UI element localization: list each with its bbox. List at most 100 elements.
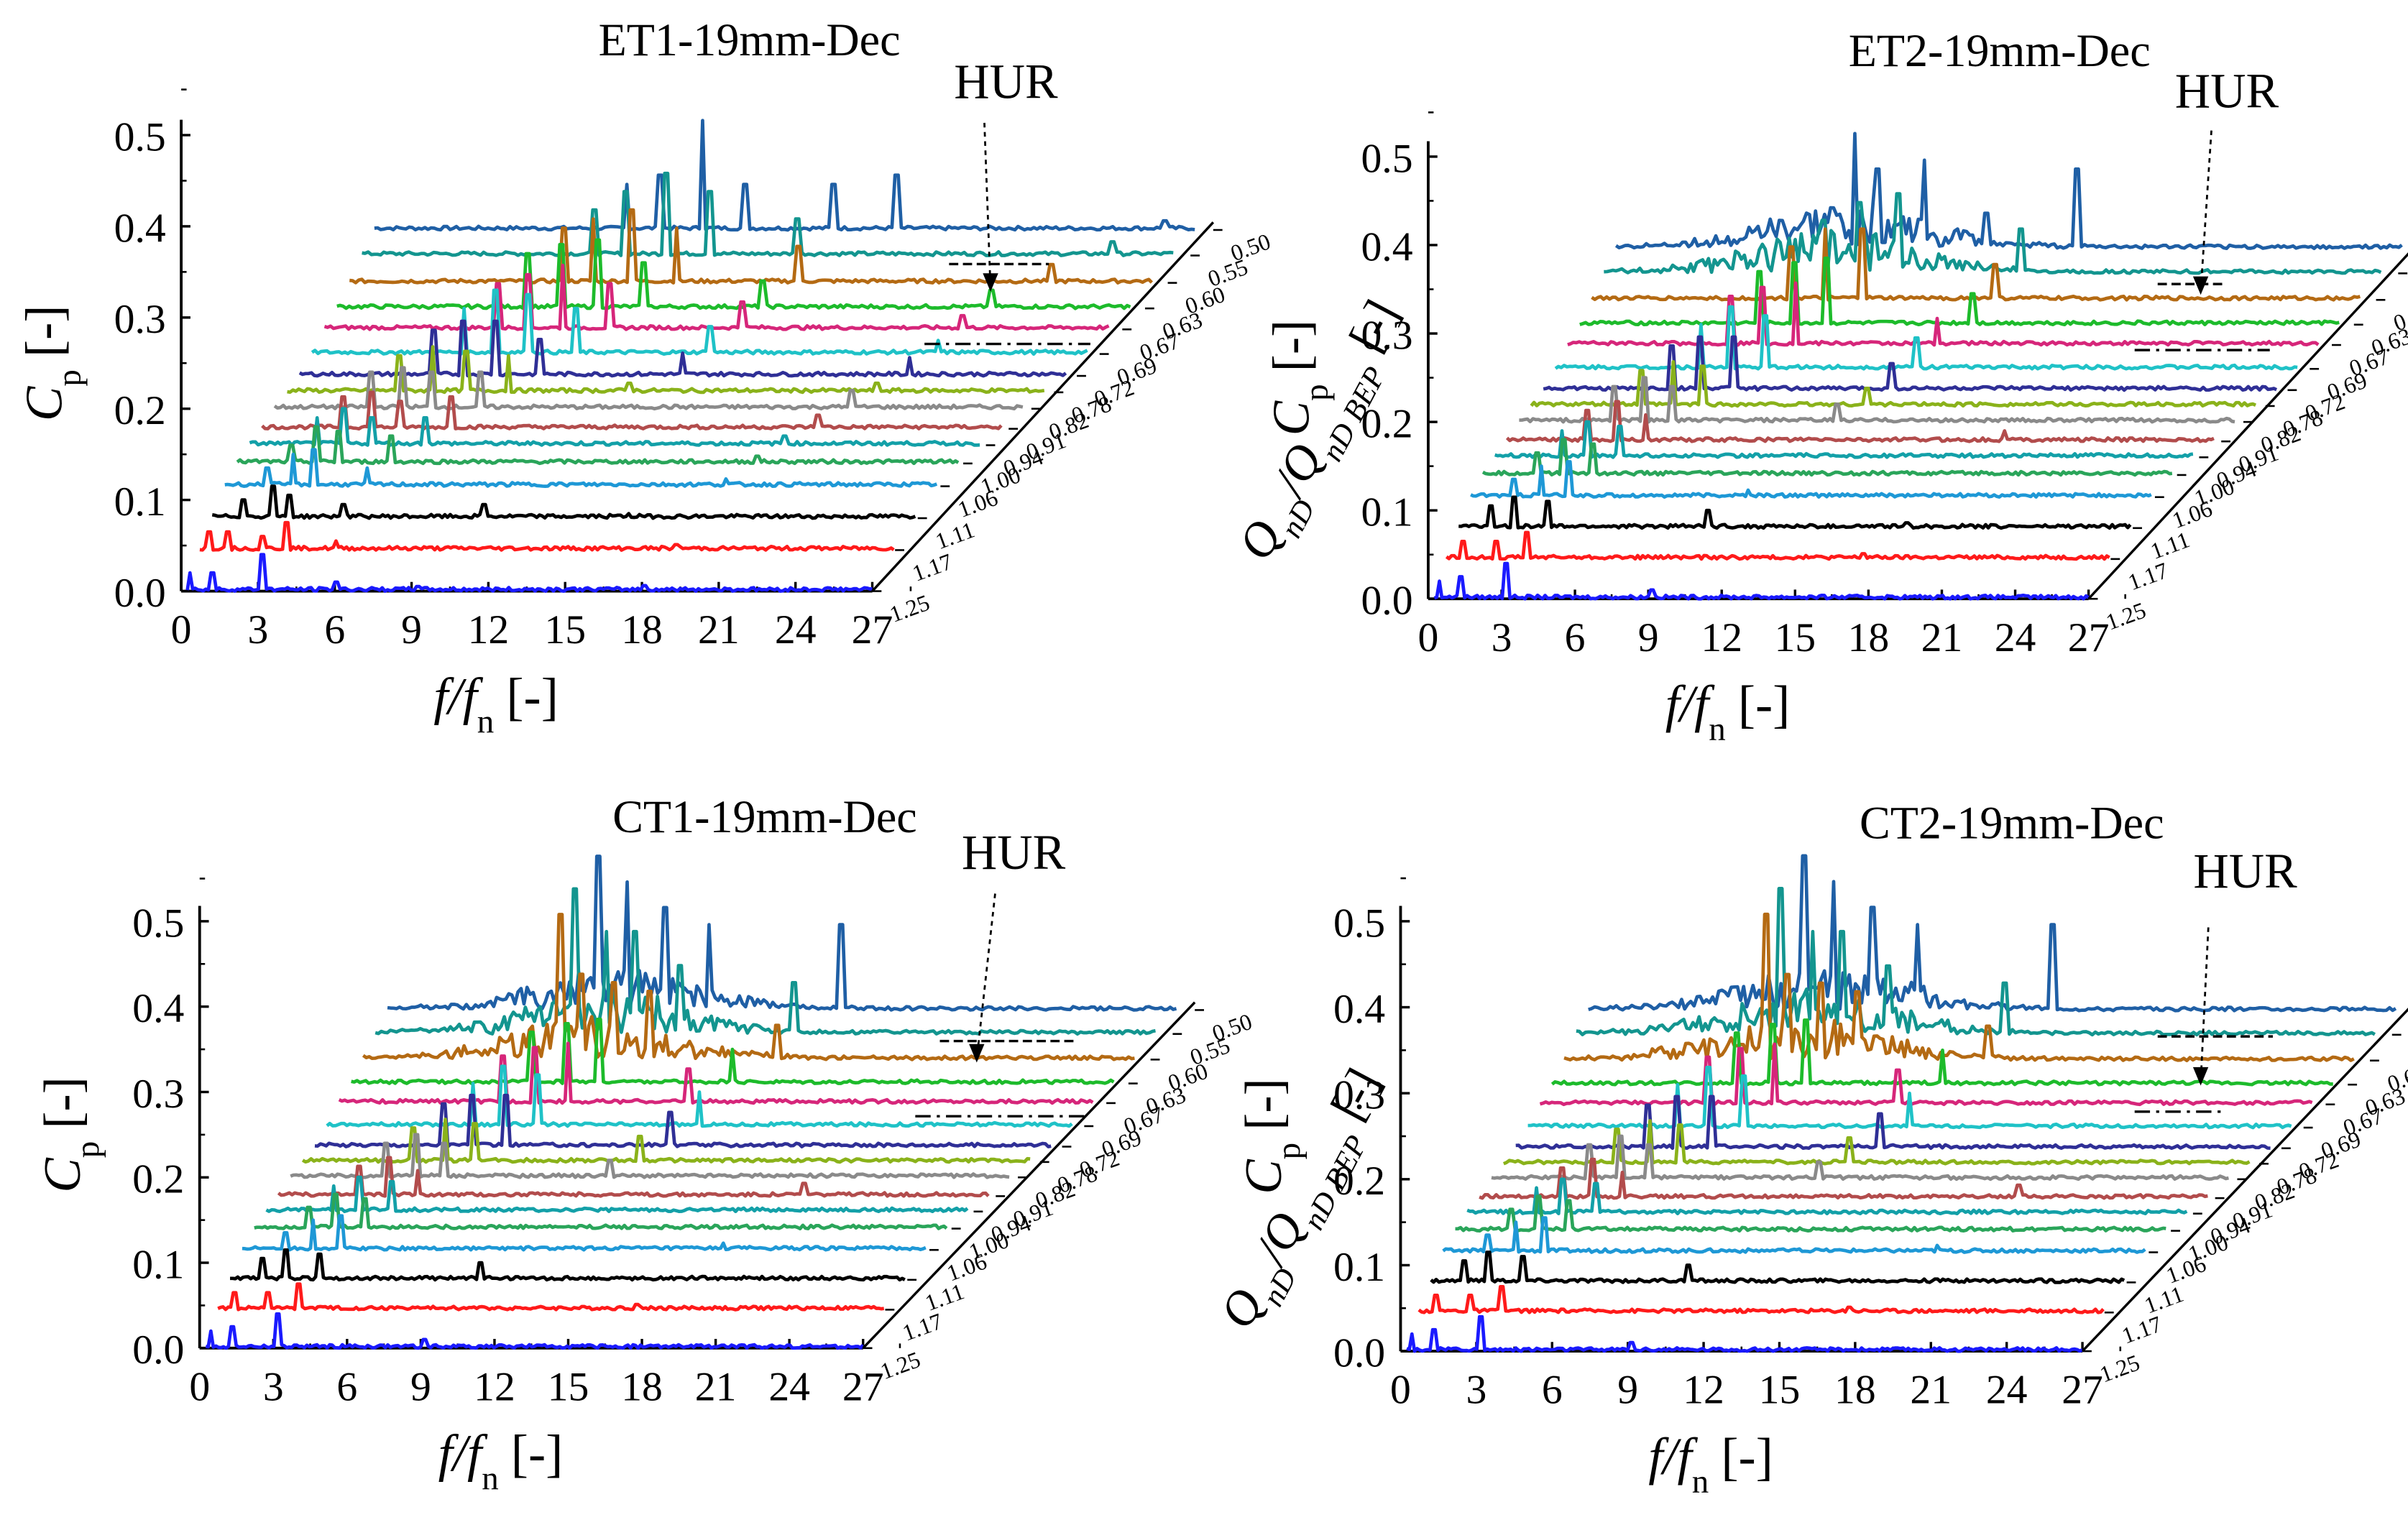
spectrum-line-q-0.60 bbox=[1563, 912, 2355, 1063]
x-tick-label: 15 bbox=[1759, 1368, 1801, 1413]
x-tick-label: 3 bbox=[1492, 615, 1512, 660]
spectrum-line-q-0.60 bbox=[362, 913, 1135, 1061]
y-tick-label: 0.0 bbox=[132, 1327, 184, 1373]
x-tick-label: 0 bbox=[1418, 615, 1439, 660]
spectrum-line-q-0.72 bbox=[1515, 1095, 2271, 1151]
x-axis-label-main: f/f bbox=[433, 667, 483, 725]
hur-arrow-line bbox=[983, 122, 992, 289]
x-tick-label: 24 bbox=[768, 1364, 810, 1409]
q-tick-label: 0.50 bbox=[1208, 1008, 1255, 1046]
chart-title: ET1-19mm-Dec bbox=[599, 14, 901, 65]
y-axis-label-sub: p bbox=[69, 1141, 106, 1159]
x-tick-label: 27 bbox=[2062, 1368, 2103, 1413]
spectrum-line-q-0.94 bbox=[1494, 420, 2194, 459]
x-tick-label: 0 bbox=[189, 1364, 210, 1409]
x-axis-label-main: f/f bbox=[1665, 675, 1715, 733]
x-tick-label: 15 bbox=[548, 1364, 589, 1409]
x-tick-label: 15 bbox=[1774, 615, 1816, 660]
spectrum-line-q-1.11 bbox=[230, 1248, 906, 1282]
spectrum-line-q-0.69 bbox=[1527, 1065, 2292, 1130]
chart-panel-2: ET2-19mm-Dec 0.0 0.1 0.2 0.3 0.4 0.5 0 3 6 9 12 15 18… bbox=[1262, 25, 2408, 748]
x-tick-label: 18 bbox=[621, 1364, 663, 1409]
spectrum-line-q-0.69 bbox=[326, 1064, 1073, 1128]
y-tick-label: 0.0 bbox=[114, 571, 166, 616]
y-axis-label-unit: [-] bbox=[1234, 1078, 1292, 1130]
spectrum-line-q-0.72 bbox=[1543, 335, 2278, 392]
z-axis-line bbox=[871, 221, 1215, 592]
x-tick-label: 9 bbox=[1638, 615, 1659, 660]
spectrum-line-q-1.06 bbox=[1470, 460, 2152, 499]
spectrum-line-q-0.72 bbox=[298, 319, 1067, 378]
q-tick-label: 1.17 bbox=[2125, 557, 2172, 595]
y-tick-label: 0.5 bbox=[1361, 136, 1412, 181]
spectrum-line-q-0.82 bbox=[273, 366, 1024, 411]
y-tick-label: 0.0 bbox=[1333, 1330, 1385, 1376]
spectrum-line-q-1.06 bbox=[224, 448, 938, 488]
x-tick-label: 12 bbox=[1701, 615, 1742, 660]
spectrum-line-q-0.63 bbox=[1579, 257, 2340, 327]
spectrum-line-q-0.82 bbox=[1491, 1134, 2229, 1182]
x-tick-label: 18 bbox=[1834, 1368, 1876, 1413]
x-axis-label: f/fn [-] bbox=[1648, 1427, 1773, 1501]
y-tick-label: 0.2 bbox=[1333, 1159, 1385, 1204]
x-axis-label-main: f/f bbox=[1648, 1427, 1698, 1486]
spectrum-line-q-0.91 bbox=[277, 1156, 990, 1198]
y-axis-label-unit: [-] bbox=[14, 305, 73, 357]
x-tick-label: 6 bbox=[1542, 1368, 1563, 1413]
spectrum-line-q-0.50 bbox=[1614, 132, 2403, 251]
spectrum-line-q-0.60 bbox=[349, 208, 1154, 285]
x-tick-label: 21 bbox=[1910, 1368, 1952, 1413]
spectrum-line-q-0.50 bbox=[374, 119, 1195, 232]
spectrum-line-q-1.17 bbox=[1445, 530, 2110, 561]
x-tick-label: 24 bbox=[775, 607, 817, 653]
spectrum-line-q-1.25 bbox=[1406, 1314, 2084, 1353]
x-axis-label-unit: [-] bbox=[1738, 675, 1791, 733]
x-axis-label-sub: n bbox=[482, 1460, 498, 1498]
x-tick-label: 3 bbox=[248, 607, 269, 653]
y-tick-label: 0.3 bbox=[1361, 313, 1412, 358]
y-tick-label: 0.1 bbox=[114, 479, 166, 525]
q-tick-label: 1.25 bbox=[877, 1346, 924, 1384]
y-axis-label: Cp [-] bbox=[1262, 320, 1335, 436]
hur-annotation: HUR bbox=[2193, 844, 2297, 898]
x-axis-label-main: f/f bbox=[438, 1424, 488, 1483]
spectrum-line-q-1.17 bbox=[199, 520, 895, 552]
spectrum-line-q-1.25 bbox=[1433, 561, 2090, 601]
q-tick-label: 1.11 bbox=[922, 1278, 968, 1316]
chart-title: CT1-19mm-Dec bbox=[612, 791, 917, 842]
q-tick-label: 1.11 bbox=[2147, 526, 2193, 564]
z-axis-line bbox=[2081, 1008, 2408, 1353]
spectrum-line-q-1.11 bbox=[1430, 1250, 2126, 1284]
x-tick-label: 0 bbox=[171, 607, 192, 653]
y-tick-label: 0.4 bbox=[1361, 224, 1412, 270]
spectrum-line-q-0.91 bbox=[1505, 400, 2215, 443]
spectrum-line-q-1.00 bbox=[1481, 438, 2173, 477]
x-tick-label: 3 bbox=[1466, 1368, 1486, 1413]
spectrum-line-q-1.06 bbox=[242, 1214, 927, 1252]
spectrum-line-q-0.55 bbox=[362, 171, 1174, 257]
x-axis-label-unit: [-] bbox=[1721, 1427, 1773, 1486]
x-tick-label: 27 bbox=[2068, 615, 2110, 660]
chart-title: CT2-19mm-Dec bbox=[1860, 798, 2164, 849]
y-tick-label: 0.1 bbox=[132, 1242, 184, 1287]
y-tick-label: 0.4 bbox=[1333, 987, 1385, 1032]
hur-annotation: HUR bbox=[2175, 64, 2279, 119]
y-tick-label: 0.1 bbox=[1361, 490, 1412, 535]
x-tick-label: 6 bbox=[1565, 615, 1586, 660]
spectrum-line-q-1.17 bbox=[1417, 1285, 2105, 1314]
y-tick-label: 0.2 bbox=[132, 1157, 184, 1202]
hur-arrow-line bbox=[2200, 927, 2210, 1083]
x-axis-label-sub: n bbox=[1692, 1463, 1709, 1501]
y-axis-label-main: C bbox=[33, 1157, 91, 1193]
y-tick-label: 0.4 bbox=[132, 986, 184, 1031]
x-tick-label: 9 bbox=[410, 1364, 431, 1409]
spectrum-line-q-0.55 bbox=[1576, 887, 2376, 1037]
spectrum-line-q-1.25 bbox=[205, 1312, 865, 1350]
x-tick-label: 6 bbox=[336, 1364, 357, 1409]
hur-arrow-line bbox=[975, 893, 996, 1060]
hur-arrow-head bbox=[2192, 1067, 2209, 1086]
y-axis-label-unit: [-] bbox=[33, 1077, 91, 1129]
spectrum-line-q-0.55 bbox=[1604, 192, 2382, 275]
spectrum-line-q-1.17 bbox=[217, 1282, 885, 1312]
